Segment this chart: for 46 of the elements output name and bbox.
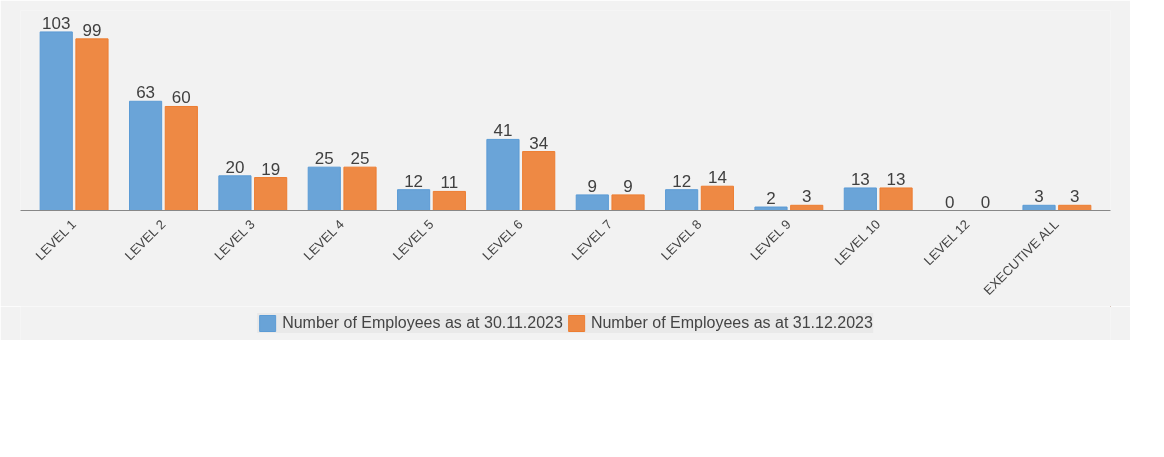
data-label: 12 [404, 171, 424, 191]
bar [879, 187, 913, 211]
bar [575, 194, 609, 211]
bar [254, 177, 288, 211]
data-label: 20 [225, 157, 245, 177]
data-label: 9 [623, 176, 633, 196]
data-label: 13 [850, 169, 870, 189]
data-label: 2 [766, 189, 776, 209]
bar [432, 190, 466, 211]
data-label: 9 [587, 176, 598, 196]
bar [611, 194, 645, 211]
bar [218, 175, 252, 211]
bar [700, 185, 734, 211]
bar [343, 166, 377, 211]
data-label: 13 [886, 169, 906, 189]
data-label: 103 [42, 13, 71, 33]
data-label: 0 [944, 192, 955, 212]
bar [1022, 204, 1056, 211]
data-label: 19 [261, 159, 281, 179]
bar [486, 138, 520, 211]
bar [39, 31, 73, 211]
legend-label: Number of Employees as at 31.12.2023 [590, 314, 873, 332]
bar [75, 38, 109, 211]
data-label: 3 [1070, 187, 1080, 207]
data-label: 99 [82, 20, 102, 40]
data-label: 12 [672, 171, 692, 191]
data-label: 3 [802, 187, 812, 207]
bar [307, 166, 341, 211]
bar [665, 189, 699, 211]
data-label: 3 [1034, 187, 1044, 207]
data-label: 60 [171, 88, 191, 108]
data-label: 25 [350, 149, 370, 169]
bar [397, 189, 431, 211]
data-label: 41 [493, 121, 513, 141]
bar [843, 187, 877, 211]
data-label: 25 [314, 149, 334, 169]
legend-label: Number of Employees as at 30.11.2023 [282, 314, 563, 332]
data-label: 14 [707, 168, 727, 188]
bar [754, 206, 788, 211]
bar [129, 100, 163, 211]
bar [164, 105, 198, 211]
data-label: 34 [529, 133, 549, 153]
data-label: 0 [980, 192, 991, 212]
data-label: 63 [136, 83, 156, 103]
bar [522, 151, 556, 211]
data-label: 11 [440, 173, 459, 193]
